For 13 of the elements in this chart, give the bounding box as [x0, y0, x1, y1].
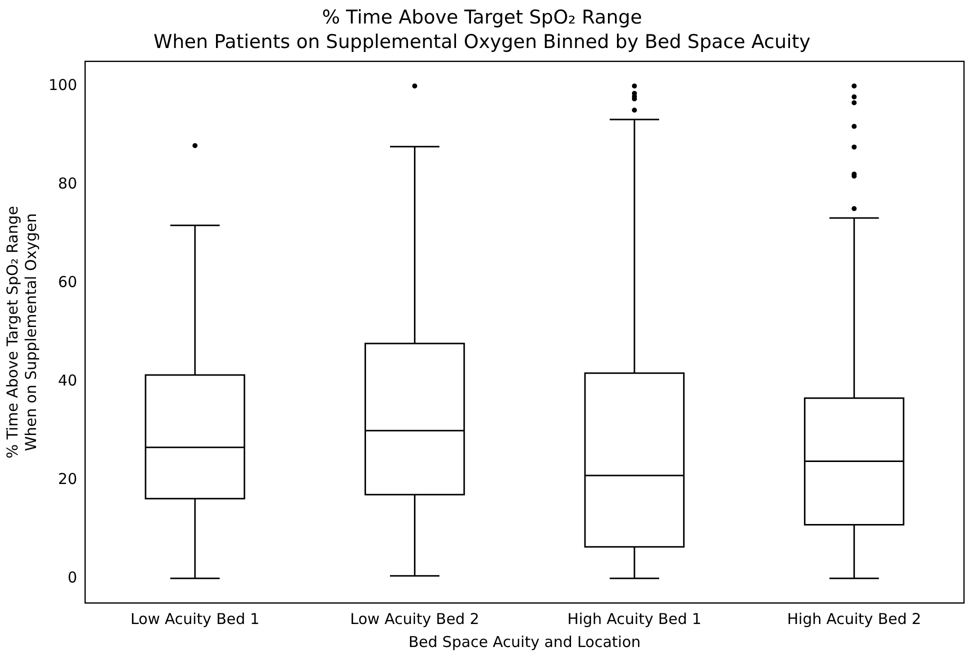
- y-tick-label: 100: [48, 76, 78, 94]
- x-axis-title: Bed Space Acuity and Location: [408, 632, 641, 651]
- y-tick-label: 40: [58, 371, 78, 390]
- x-tick-label: Low Acuity Bed 2: [350, 610, 480, 628]
- y-tick-label: 20: [58, 470, 78, 488]
- y-tick-label: 60: [58, 272, 78, 291]
- x-tick-label: High Acuity Bed 1: [567, 610, 702, 628]
- chart-title: % Time Above Target SpO₂ Range When Patients on Supplemental Oxygen Binned by Bed Space Acuity: [154, 6, 810, 53]
- x-tick-label: Low Acuity Bed 1: [130, 610, 260, 628]
- y-axis-title: % Time Above Target SpO₂ Range When on Supplemental Oxygen: [3, 206, 40, 459]
- x-tick-label: High Acuity Bed 2: [787, 610, 922, 628]
- y-tick-label: 0: [68, 568, 78, 586]
- y-tick-label: 80: [58, 174, 78, 192]
